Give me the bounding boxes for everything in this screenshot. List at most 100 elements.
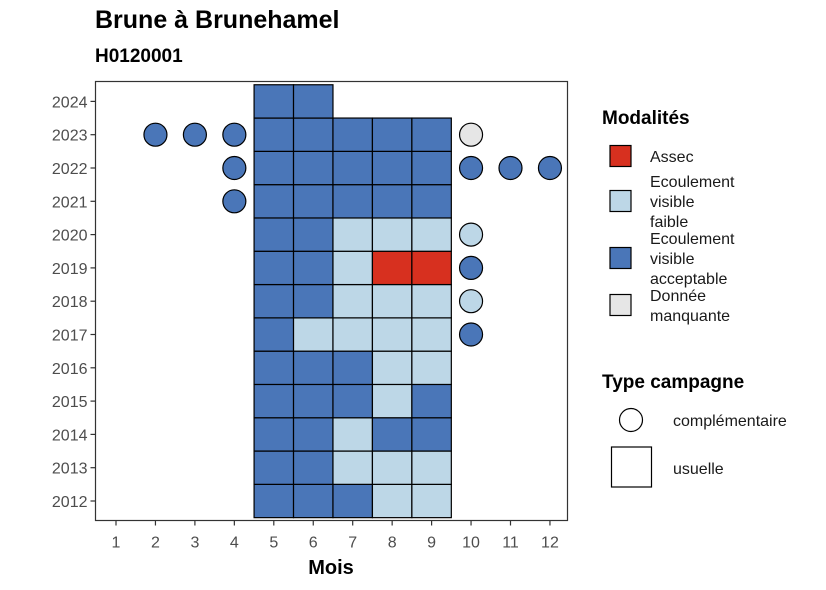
tile-2015-5 xyxy=(253,383,295,419)
tile-2013-9 xyxy=(411,450,452,485)
tile-2018-8 xyxy=(371,283,413,319)
legend-label-line: manquante xyxy=(650,308,730,325)
tile-2021-7 xyxy=(332,184,374,219)
tile-2020-6 xyxy=(292,217,334,252)
chart-title: Brune à Brunehamel xyxy=(95,6,340,34)
legend-label-line: Ecoulement xyxy=(650,174,735,191)
tile-2017-7 xyxy=(332,317,374,352)
axes: 2012 2013 2014 2015 2016 2017 2018 2019 2020 2021… xyxy=(52,80,569,552)
x-tick-label-5: 5 xyxy=(269,535,278,552)
tile-2015-7 xyxy=(332,383,374,419)
legend-label-line: faible xyxy=(650,214,688,231)
tile-2017-6 xyxy=(292,317,334,352)
tile-2023-7 xyxy=(332,117,374,152)
tile-2017-9 xyxy=(411,317,452,352)
tile-2022-6 xyxy=(292,150,334,186)
legend-key-circle xyxy=(618,407,644,433)
legend-label-line: visible xyxy=(650,251,695,268)
y-tick-label-2014: 2014 xyxy=(52,427,88,444)
tile-2019-6 xyxy=(292,250,334,286)
legend-label-line: Donnée xyxy=(650,288,706,305)
point-2021-4 xyxy=(222,189,247,214)
tile-2012-5 xyxy=(253,483,295,519)
tile-2012-9 xyxy=(411,483,452,519)
tile-2020-8 xyxy=(371,217,413,252)
tile-2013-7 xyxy=(332,450,374,485)
x-tick-label-6: 6 xyxy=(309,535,318,552)
legend-key-manquante xyxy=(609,293,632,317)
tile-2016-8 xyxy=(371,350,413,386)
x-tick-label-12: 12 xyxy=(541,535,559,552)
legend-key-acceptable xyxy=(609,246,632,270)
legend-label-acceptable: Ecoulement visible acceptable xyxy=(650,231,735,288)
y-tick-label-2015: 2015 xyxy=(52,394,88,411)
point-2022-4 xyxy=(222,155,247,181)
y-tick-label-2023: 2023 xyxy=(52,128,88,145)
legend-label-line: acceptable xyxy=(650,271,727,288)
tile-2022-7 xyxy=(332,150,374,186)
tile-2022-5 xyxy=(253,150,295,186)
tile-2023-8 xyxy=(371,117,413,152)
tile-2016-7 xyxy=(332,350,374,386)
legend-label-usuelle: usuelle xyxy=(673,461,724,478)
legend-label-line: visible xyxy=(650,194,695,211)
tile-2018-9 xyxy=(411,283,452,319)
usuelle-cells xyxy=(253,84,452,519)
y-tick-label-2024: 2024 xyxy=(52,94,88,111)
complementaire-points xyxy=(143,122,563,347)
x-tick-label-9: 9 xyxy=(427,535,436,552)
tile-2021-6 xyxy=(292,184,334,219)
tile-2016-5 xyxy=(253,350,295,386)
point-2022-11 xyxy=(498,155,523,181)
tile-2023-5 xyxy=(253,117,295,152)
x-tick-label-1: 1 xyxy=(112,535,121,552)
legend-key-square xyxy=(610,446,653,488)
tile-2021-5 xyxy=(253,184,295,219)
tile-2023-9 xyxy=(411,117,452,152)
legend-label-assec: Assec xyxy=(650,149,694,166)
point-2023-4 xyxy=(222,122,247,147)
y-tick-label-2020: 2020 xyxy=(52,228,88,245)
point-2017-10 xyxy=(458,322,484,347)
tile-2013-6 xyxy=(292,450,334,485)
x-tick-label-11: 11 xyxy=(502,535,519,552)
x-tick-label-2: 2 xyxy=(151,535,160,552)
tile-2015-9 xyxy=(411,383,452,419)
point-2022-10 xyxy=(458,155,484,181)
tile-2017-8 xyxy=(371,317,413,352)
tile-2024-5 xyxy=(253,84,295,119)
legend-label-line: Assec xyxy=(650,149,694,166)
legend-key-assec xyxy=(609,144,632,168)
y-tick-label-2019: 2019 xyxy=(52,261,88,278)
tile-2020-5 xyxy=(253,217,295,252)
tile-2024-6 xyxy=(292,84,334,119)
tile-2021-8 xyxy=(371,184,413,219)
tile-2018-6 xyxy=(292,283,334,319)
tile-2015-8 xyxy=(371,383,413,419)
x-axis-title: Mois xyxy=(308,557,354,579)
legend-label-manquante: Donnée manquante xyxy=(650,288,730,325)
tile-2018-7 xyxy=(332,283,374,319)
tile-2020-9 xyxy=(411,217,452,252)
tile-2015-6 xyxy=(292,383,334,419)
x-tick-label-3: 3 xyxy=(190,535,199,552)
tile-2013-5 xyxy=(253,450,295,485)
x-tick-label-4: 4 xyxy=(230,535,239,552)
y-tick-label-2013: 2013 xyxy=(52,461,88,478)
tile-2012-6 xyxy=(292,483,334,519)
tile-2012-7 xyxy=(332,483,374,519)
tile-2023-6 xyxy=(292,117,334,152)
x-tick-label-10: 10 xyxy=(462,535,480,552)
tile-2014-9 xyxy=(411,417,452,452)
point-2018-10 xyxy=(458,289,484,314)
legend-campagne-title: Type campagne xyxy=(602,372,744,393)
tile-2014-7 xyxy=(332,417,374,452)
y-tick-label-2022: 2022 xyxy=(52,161,88,178)
tile-2019-8 xyxy=(371,250,413,286)
tile-2016-6 xyxy=(292,350,334,386)
y-tick-label-2021: 2021 xyxy=(52,194,88,211)
tile-2017-5 xyxy=(253,317,295,352)
legend-key-faible xyxy=(609,189,632,213)
